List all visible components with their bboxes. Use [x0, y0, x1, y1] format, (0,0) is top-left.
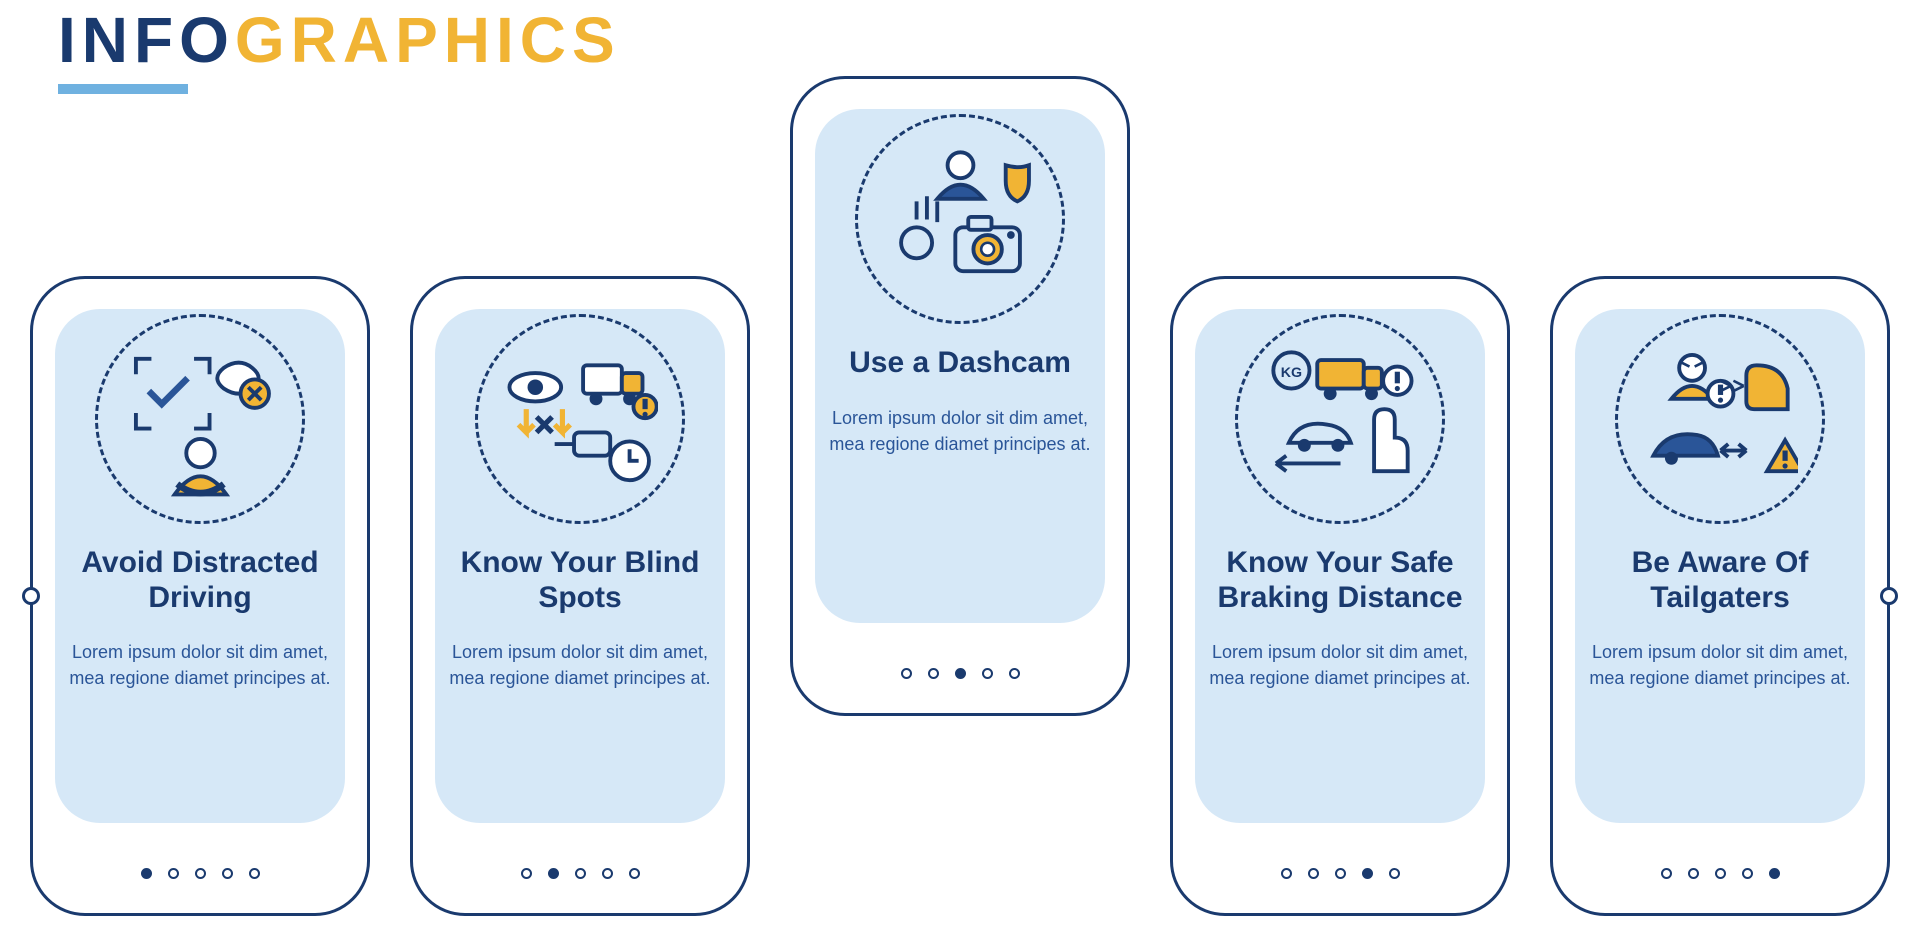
card-dashcam: Use a Dashcam Lorem ipsum dolor sit dim … — [790, 76, 1130, 716]
dot — [901, 668, 912, 679]
card-frame: Know Your Blind Spots Lorem ipsum dolor … — [410, 276, 750, 916]
dot — [521, 868, 532, 879]
connector-node-left — [22, 587, 40, 605]
dot — [249, 868, 260, 879]
svg-text:KG: KG — [1280, 364, 1301, 380]
dot — [1009, 668, 1020, 679]
step-dots — [413, 868, 747, 879]
card-title: Know Your Safe Braking Distance — [1201, 546, 1479, 615]
dot — [928, 668, 939, 679]
card-body: Lorem ipsum dolor sit dim amet, mea regi… — [1201, 639, 1479, 691]
dot — [1688, 868, 1699, 879]
step-dots — [1173, 868, 1507, 879]
connector-node-right — [1880, 587, 1898, 605]
dot — [982, 668, 993, 679]
dot — [1389, 868, 1400, 879]
card-body: Lorem ipsum dolor sit dim amet, mea regi… — [1581, 639, 1859, 691]
dot — [1362, 868, 1373, 879]
card-frame: Avoid Distracted Driving Lorem ipsum dol… — [30, 276, 370, 916]
dot — [195, 868, 206, 879]
dot — [548, 868, 559, 879]
dot — [1769, 868, 1780, 879]
step-dots — [793, 668, 1127, 679]
card-frame: KG — [1170, 276, 1510, 916]
dot — [168, 868, 179, 879]
distracted-driving-icon — [95, 314, 305, 524]
card-title: Be Aware Of Tailgaters — [1581, 546, 1859, 615]
card-title: Avoid Distracted Driving — [61, 546, 339, 615]
card-frame: Be Aware Of Tailgaters Lorem ipsum dolor… — [1550, 276, 1890, 916]
card-body: Lorem ipsum dolor sit dim amet, mea regi… — [61, 639, 339, 691]
dot — [222, 868, 233, 879]
card-frame: Use a Dashcam Lorem ipsum dolor sit dim … — [790, 76, 1130, 716]
dot — [1335, 868, 1346, 879]
card-braking-distance: KG — [1170, 276, 1510, 916]
dot — [1661, 868, 1672, 879]
blind-spots-icon — [475, 314, 685, 524]
dot — [1308, 868, 1319, 879]
tailgaters-icon — [1615, 314, 1825, 524]
dot — [575, 868, 586, 879]
dot — [1715, 868, 1726, 879]
cards-row: Avoid Distracted Driving Lorem ipsum dol… — [30, 45, 1890, 907]
dot — [955, 668, 966, 679]
card-body: Lorem ipsum dolor sit dim amet, mea regi… — [441, 639, 719, 691]
card-blind-spots: Know Your Blind Spots Lorem ipsum dolor … — [410, 276, 750, 916]
step-dots — [1553, 868, 1887, 879]
dot — [602, 868, 613, 879]
dot — [1281, 868, 1292, 879]
step-dots — [33, 868, 367, 879]
dot — [629, 868, 640, 879]
dot — [1742, 868, 1753, 879]
braking-distance-icon: KG — [1235, 314, 1445, 524]
card-title: Know Your Blind Spots — [441, 546, 719, 615]
card-title: Use a Dashcam — [843, 346, 1077, 381]
card-tailgaters: Be Aware Of Tailgaters Lorem ipsum dolor… — [1550, 276, 1890, 916]
dashcam-icon — [855, 114, 1065, 324]
dot — [141, 868, 152, 879]
card-body: Lorem ipsum dolor sit dim amet, mea regi… — [821, 405, 1099, 457]
card-avoid-distracted: Avoid Distracted Driving Lorem ipsum dol… — [30, 276, 370, 916]
